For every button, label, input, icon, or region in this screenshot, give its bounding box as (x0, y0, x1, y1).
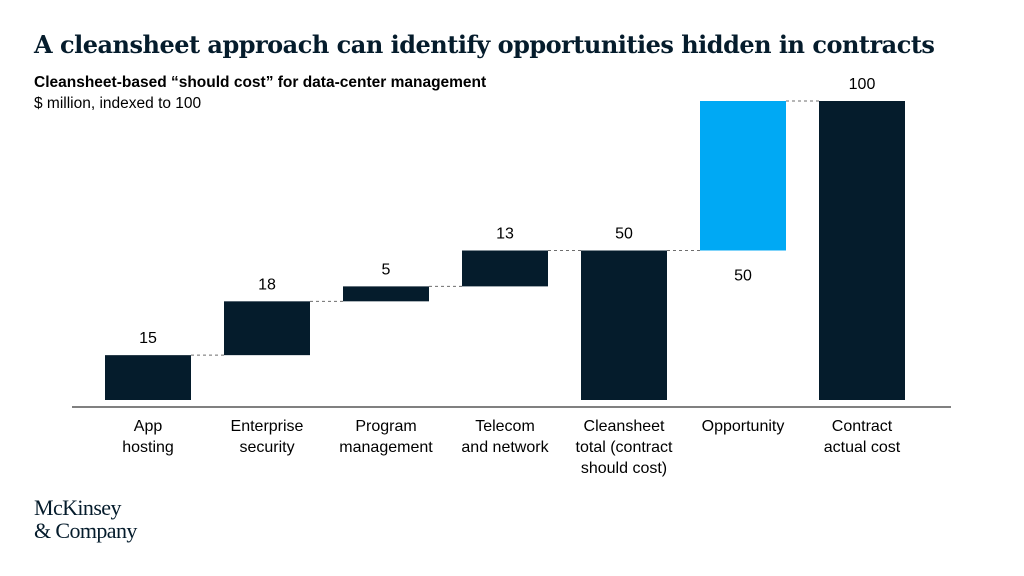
category-label: Opportunity (702, 418, 785, 435)
chart-title: A cleansheet approach can identify oppor… (34, 30, 935, 59)
chart-subtitle: Cleansheet-based “should cost” for data-… (34, 74, 487, 91)
waterfall-bar (700, 101, 786, 251)
bar-value-label: 100 (849, 76, 876, 93)
category-label: actual cost (824, 439, 901, 456)
bar-value-label: 15 (139, 330, 157, 347)
category-label: Cleansheet (584, 418, 666, 435)
waterfall-bar (819, 101, 905, 400)
mckinsey-logo: McKinsey & Company (34, 496, 137, 542)
waterfall-bar (224, 301, 310, 356)
bar-value-label: 50 (615, 226, 633, 243)
bar-value-label: 5 (382, 261, 391, 278)
bar-value-label: 18 (258, 276, 276, 293)
waterfall-bar (462, 250, 548, 287)
bar-value-label: 50 (734, 268, 752, 285)
category-label: Enterprise (231, 418, 304, 435)
logo-line-1: McKinsey (34, 495, 121, 520)
category-label: Program (355, 418, 416, 435)
logo-line-2: & Company (34, 518, 137, 543)
category-label: hosting (122, 439, 174, 456)
category-label: security (239, 439, 294, 456)
waterfall-bar (581, 250, 667, 400)
category-label: and network (461, 439, 549, 456)
category-label: App (134, 418, 163, 435)
waterfall-bar (343, 286, 429, 302)
chart-unit-label: $ million, indexed to 100 (34, 95, 202, 112)
waterfall-bar (105, 355, 191, 400)
category-label: should cost) (581, 460, 667, 477)
category-label: Contract (832, 418, 893, 435)
category-label: Telecom (475, 418, 535, 435)
bar-value-label: 13 (496, 226, 514, 243)
category-label: management (339, 439, 433, 456)
category-label: total (contract (576, 439, 673, 456)
